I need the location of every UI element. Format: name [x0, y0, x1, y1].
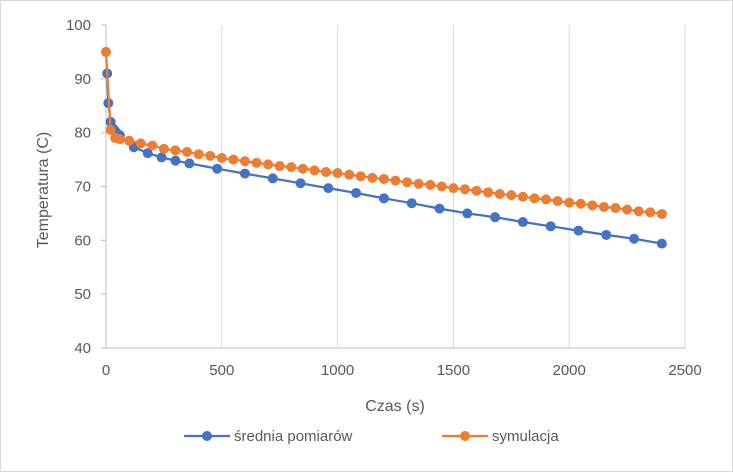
legend-label: symulacja	[492, 428, 559, 445]
series-2-point	[216, 152, 227, 163]
y-axis-title: Temperatura (C)	[35, 132, 52, 248]
series-1-point	[573, 225, 584, 236]
series-1-point	[462, 208, 473, 219]
series-2-point	[297, 163, 308, 174]
x-tick-label: 500	[209, 362, 234, 379]
series-1-point	[434, 203, 445, 214]
series-2-point	[656, 208, 667, 219]
axes	[101, 24, 685, 349]
y-tick-label: 100	[66, 17, 91, 34]
y-tick-label: 80	[74, 125, 91, 142]
series-1-point	[267, 173, 278, 184]
series-2-point	[622, 204, 633, 215]
series-2-point	[413, 178, 424, 189]
y-tick-label: 60	[74, 232, 91, 249]
legend-swatch-marker	[460, 431, 470, 441]
series-1-point	[490, 212, 501, 223]
series-1-point	[545, 221, 556, 232]
series-2-point	[598, 201, 609, 212]
series-2-point	[436, 181, 447, 192]
series-2-point	[587, 200, 598, 211]
series-2-point	[575, 198, 586, 209]
series-2-point	[564, 197, 575, 208]
x-axis-title: Czas (s)	[365, 398, 425, 415]
series-2-point	[182, 147, 193, 158]
series-2-point	[228, 154, 239, 165]
series-2-point	[147, 140, 158, 151]
series-2-point	[471, 185, 482, 196]
series-2-point	[332, 168, 343, 179]
series-2-point	[158, 143, 169, 154]
series-2-point	[425, 179, 436, 190]
series-2-point	[321, 166, 332, 177]
series-1-point	[212, 163, 223, 174]
series-2-point	[378, 173, 389, 184]
series-1-point	[378, 193, 389, 204]
series-2-point	[402, 177, 413, 188]
legend-swatch-marker	[202, 431, 212, 441]
series-2-point	[633, 206, 644, 217]
series-1-point	[406, 198, 417, 209]
series-2-point	[263, 159, 274, 170]
series-2-point	[286, 162, 297, 173]
series-2-point	[251, 157, 262, 168]
series	[101, 46, 667, 249]
series-2-point	[124, 135, 135, 146]
legend: średnia pomiarów symulacja	[184, 428, 559, 445]
series-2-point	[105, 124, 116, 135]
series-2-point	[610, 203, 621, 214]
x-tick-label: 1500	[437, 362, 470, 379]
series-2-point	[390, 175, 401, 186]
y-tick-label: 70	[74, 179, 91, 196]
series-1-point	[351, 187, 362, 198]
x-tick-label: 2000	[553, 362, 586, 379]
series-2-point	[506, 190, 517, 201]
series-2-point	[170, 145, 181, 156]
series-2-point	[483, 187, 494, 198]
series-2-point	[344, 169, 355, 180]
series-2-point	[529, 193, 540, 204]
series-2-point	[135, 138, 146, 149]
series-1-point	[629, 233, 640, 244]
series-1-point	[156, 152, 167, 163]
y-tick-label: 90	[74, 71, 91, 88]
x-tick-label: 2500	[668, 362, 701, 379]
series-1-point	[170, 155, 181, 166]
x-tick-label: 0	[102, 362, 110, 379]
series-2-point	[101, 46, 111, 57]
series-1-point	[184, 158, 195, 169]
series-2-point	[239, 156, 250, 167]
series-1-point	[323, 183, 334, 194]
series-1-point	[601, 229, 612, 240]
series-1-point	[517, 217, 528, 228]
series-2-point	[494, 189, 505, 200]
series-2-point	[517, 191, 528, 202]
series-1-point	[142, 148, 153, 159]
series-1-point	[656, 238, 667, 249]
y-tick-label: 40	[74, 340, 91, 357]
series-2-point	[367, 172, 378, 183]
series-2-point	[541, 194, 552, 205]
series-2-point	[355, 171, 366, 182]
series-2-point	[205, 150, 216, 161]
series-2-point	[552, 196, 563, 207]
y-tick-label: 50	[74, 286, 91, 303]
series-2-point	[309, 165, 320, 176]
series-2-point	[448, 183, 459, 194]
series-1-point	[295, 178, 306, 189]
x-tick-label: 1000	[321, 362, 354, 379]
series-2-point	[645, 207, 656, 218]
series-1-point	[239, 168, 250, 179]
series-2-point	[193, 149, 204, 160]
tick-labels: 0 500 1000 1500 2000 2500 40 50 60 70 80 90 100	[66, 17, 702, 379]
series-2-point	[114, 134, 125, 145]
legend-label: średnia pomiarów	[234, 428, 353, 445]
series-2-line	[104, 51, 662, 216]
series-2-point	[459, 184, 470, 195]
series-2-point	[274, 161, 285, 172]
